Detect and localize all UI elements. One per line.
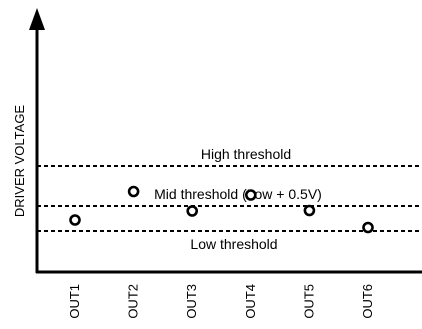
data-points <box>69 185 374 234</box>
data-point <box>303 204 316 217</box>
x-tick-label: OUT4 <box>243 284 258 319</box>
x-tick-label: OUT1 <box>67 284 82 319</box>
data-point <box>186 205 198 217</box>
x-tick-label: OUT3 <box>184 284 199 319</box>
y-axis-arrow-icon <box>29 8 45 30</box>
threshold-label-0: High threshold <box>201 146 291 162</box>
threshold-label-1: Mid threshold (Low + 0.5V) <box>154 186 322 202</box>
axes: DRIVER VOLTAGE <box>12 8 422 274</box>
threshold-lines: High threshold Mid threshold (Low + 0.5V)… <box>37 146 422 252</box>
threshold-label-2: Low threshold <box>190 236 277 252</box>
data-point <box>69 214 81 226</box>
data-point <box>127 185 140 198</box>
y-axis-title: DRIVER VOLTAGE <box>12 105 27 218</box>
x-tick-label: OUT5 <box>301 284 316 319</box>
data-point <box>362 221 374 234</box>
x-tick-label: OUT2 <box>126 284 141 319</box>
x-tick-label: OUT6 <box>360 284 375 319</box>
data-point <box>245 189 257 201</box>
x-tick-labels: OUT1 OUT2 OUT3 OUT4 OUT5 OUT6 <box>67 284 375 319</box>
